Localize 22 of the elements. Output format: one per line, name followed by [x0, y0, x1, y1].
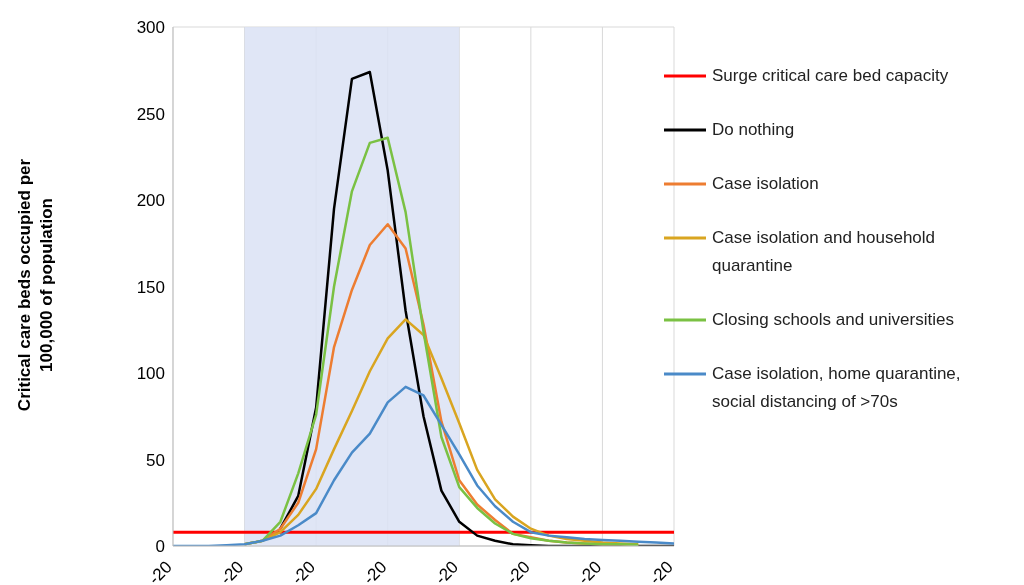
- y-axis-title: Critical care beds occupied per 100,000 of population: [14, 157, 57, 414]
- x-tick-label: -20: [431, 557, 463, 585]
- legend-label: Case isolation and household quarantine: [712, 227, 937, 277]
- x-tick-label: -20: [288, 557, 319, 585]
- legend-label: Closing schools and universities: [712, 309, 954, 331]
- y-tick-label: 150: [136, 277, 165, 297]
- y-tick-label: 200: [136, 191, 165, 211]
- y-tick-label: 0: [155, 537, 165, 557]
- x-tick-label: -20: [359, 557, 391, 585]
- legend-label: Case isolation, home quarantine, social distancing of >70s: [712, 363, 962, 413]
- y-tick-label: 300: [136, 18, 165, 38]
- x-tick-label: -20: [574, 557, 606, 585]
- x-tick-label: -20: [145, 557, 176, 585]
- legend-label: Do nothing: [712, 119, 795, 141]
- y-tick-label: 100: [136, 364, 165, 384]
- y-tick-label: 250: [136, 104, 165, 124]
- x-tick-label: -20: [646, 557, 677, 585]
- y-tick-label: 50: [146, 450, 165, 470]
- legend-label: Surge critical care bed capacity: [712, 65, 949, 87]
- x-tick-label: -20: [216, 557, 248, 585]
- legend-label: Case isolation: [712, 173, 819, 195]
- x-tick-label: -20: [502, 557, 534, 585]
